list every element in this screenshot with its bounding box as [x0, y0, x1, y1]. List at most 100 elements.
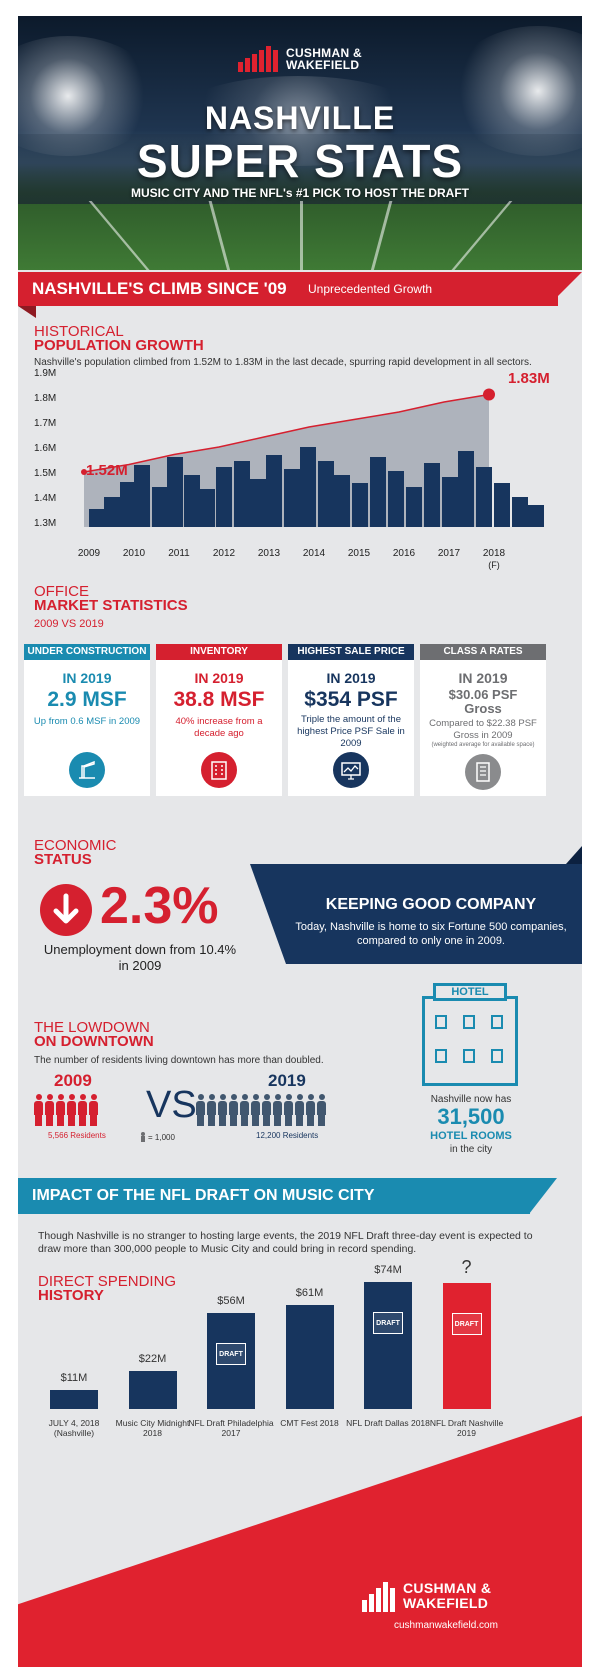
- person-icon: [295, 1094, 304, 1126]
- hero-title-line2: SUPER STATS: [136, 135, 464, 187]
- spending-value-label: $61M: [295, 1287, 324, 1299]
- stat-card-header: UNDER CONSTRUCTION: [24, 644, 150, 660]
- stat-card-value: $30.06 PSF Gross: [448, 687, 518, 716]
- population-heading-small: HISTORICAL: [34, 323, 124, 340]
- x-tick: 2011: [168, 548, 190, 559]
- skyline-building: [300, 447, 316, 527]
- building-icon: [201, 752, 237, 788]
- stat-card-value: 2.9 MSF: [47, 688, 127, 711]
- population-line: [83, 393, 490, 473]
- skyline-building: [370, 457, 386, 527]
- brand-mark-icon: [362, 1580, 395, 1612]
- stat-card-year: IN 2019: [62, 670, 112, 686]
- x-tick: 2009: [77, 548, 101, 559]
- population-start-label: 1.52M: [86, 462, 128, 479]
- legend: = 1,000: [140, 1132, 175, 1142]
- person-icon: [240, 1094, 249, 1126]
- chart-screen-icon: [333, 752, 369, 788]
- spending-bar: [207, 1313, 255, 1409]
- nfl-draft-badge-icon: DRAFT: [216, 1343, 246, 1365]
- city-skyline: [89, 447, 544, 527]
- skyline-building: [512, 497, 528, 527]
- spending-bar: [285, 1305, 334, 1409]
- y-tick: 1.9M: [34, 368, 57, 379]
- skyline-building: [352, 483, 368, 527]
- brand-name: CUSHMAN & WAKEFIELD: [286, 47, 362, 71]
- hotel-rooms-label: HOTEL ROOMS: [430, 1130, 512, 1142]
- stat-card-value: $354 PSF: [304, 688, 398, 711]
- section-banner: NASHVILLE'S CLIMB SINCE '09 Unprecedente…: [18, 272, 582, 318]
- y-tick: 1.4M: [34, 493, 57, 504]
- residents-2009-count: 5,566 Residents: [48, 1131, 106, 1140]
- legend-text: = 1,000: [148, 1132, 175, 1142]
- crane-icon: [69, 752, 105, 788]
- good-company-panel: KEEPING GOOD COMPANY Today, Nashville is…: [250, 864, 582, 964]
- x-tick: 2016: [392, 548, 416, 559]
- skyline-building: [424, 463, 440, 527]
- stat-card-header: CLASS A RATES: [420, 644, 546, 660]
- spending-value-label: ?: [461, 1257, 472, 1277]
- y-tick: 1.6M: [34, 443, 57, 454]
- spending-value-label: $56M: [217, 1295, 245, 1307]
- footer-brand-line2: WAKEFIELD: [403, 1595, 489, 1611]
- skyline-building: [234, 461, 250, 527]
- x-tick: 2012: [212, 548, 236, 559]
- y-tick: 1.3M: [34, 518, 57, 529]
- skyline-building: [318, 461, 334, 527]
- x-tick: 2010: [122, 548, 146, 559]
- skyline-building: [199, 489, 215, 527]
- y-tick: 1.7M: [34, 418, 57, 429]
- person-icon: [89, 1094, 98, 1126]
- nfl-draft-badge-icon: DRAFT: [373, 1312, 403, 1334]
- yard-line: [88, 201, 151, 270]
- person-icon: [45, 1094, 54, 1126]
- x-tick: 2018: [482, 548, 506, 559]
- spending-bar: [50, 1390, 98, 1409]
- person-icon: [196, 1094, 205, 1126]
- impact-banner: IMPACT OF THE NFL DRAFT ON MUSIC CITY: [18, 1178, 582, 1214]
- skyline-building: [104, 497, 120, 527]
- skyline-building: [458, 451, 474, 527]
- spending-category-label: NFL Draft Philadelphia 2017: [188, 1418, 274, 1438]
- spending-category-label: CMT Fest 2018: [280, 1418, 339, 1428]
- spending-bar: [128, 1371, 177, 1409]
- skyline-building: [184, 475, 200, 527]
- stadium-stands: [18, 134, 582, 204]
- person-icon: [262, 1094, 271, 1126]
- skyline-building: [388, 471, 404, 527]
- footer-brand-name: CUSHMAN & WAKEFIELD: [403, 1581, 491, 1611]
- x-tick-note: (F): [488, 560, 500, 570]
- population-plot: [81, 388, 544, 527]
- spending-value-label: $11M: [60, 1372, 88, 1384]
- ribbon-fold: [566, 846, 582, 864]
- person-icon: [56, 1094, 65, 1126]
- hero-subtitle: MUSIC CITY AND THE NFL's #1 PICK TO HOST…: [131, 186, 469, 200]
- footer-url[interactable]: cushmanwakefield.com: [394, 1620, 498, 1631]
- year-2009-label: 2009: [54, 1071, 92, 1090]
- stat-card-inventory: INVENTORY IN 2019 38.8 MSF 40% increase …: [156, 644, 282, 796]
- hotel-post-text: in the city: [449, 1144, 493, 1155]
- stat-card-class-a: CLASS A RATES IN 2019 $30.06 PSF Gross C…: [420, 644, 546, 796]
- population-heading: POPULATION GROWTH: [34, 337, 204, 354]
- y-tick: 1.8M: [34, 393, 57, 404]
- office-heading-small: OFFICE: [34, 583, 89, 600]
- hotel-sign: HOTEL: [433, 983, 507, 1001]
- skyline-building: [250, 479, 266, 527]
- good-company-title: KEEPING GOOD COMPANY: [325, 896, 537, 913]
- hotel-rooms-value: 31,500: [437, 1104, 505, 1129]
- skyline-building: [152, 487, 168, 527]
- spending-bar: [442, 1283, 491, 1409]
- population-end-label: 1.83M: [508, 370, 550, 387]
- spending-category-label: JULY 4, 2018 (Nashville): [48, 1418, 100, 1438]
- hotel-pre-text: Nashville now has: [430, 1094, 512, 1105]
- impact-title: IMPACT OF THE NFL DRAFT ON MUSIC CITY: [32, 1187, 375, 1204]
- person-icon: [273, 1094, 282, 1126]
- skyline-building: [284, 469, 300, 527]
- stat-card-year: IN 2019: [194, 670, 244, 686]
- downtown-heading: ON DOWNTOWN: [34, 1033, 154, 1050]
- person-icon: [67, 1094, 76, 1126]
- stat-card-under-construction: UNDER CONSTRUCTION IN 2019 2.9 MSF Up fr…: [24, 644, 150, 796]
- vs-label: VS: [146, 1084, 197, 1126]
- skyline-building: [476, 467, 492, 527]
- person-icon: [34, 1094, 43, 1126]
